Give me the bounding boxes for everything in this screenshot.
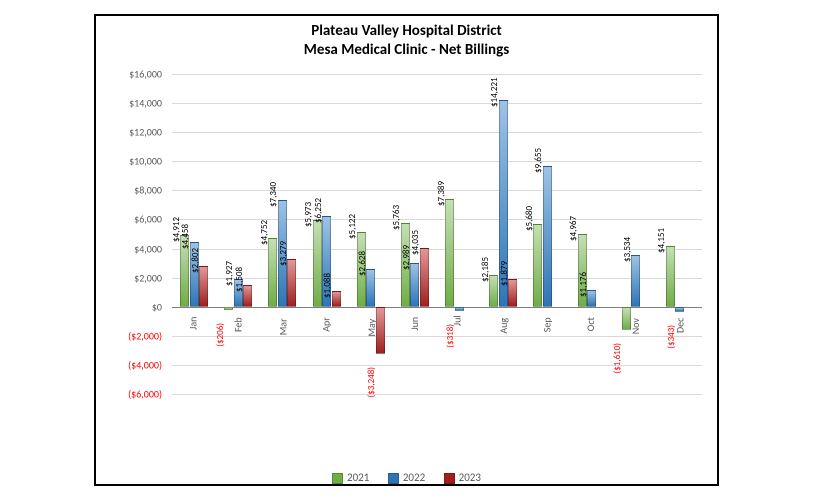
legend-2021: 2021: [332, 471, 369, 484]
bar-label: $7,340: [268, 182, 279, 207]
swatch-2022: [388, 473, 399, 484]
bar-label: $4,967: [568, 216, 579, 241]
chart-page: Plateau Valley Hospital District Mesa Me…: [0, 0, 816, 504]
gridline: [172, 132, 702, 133]
bar-2022-Nov: [631, 255, 640, 306]
bar-label: $2,802: [190, 248, 201, 273]
bar-label: $3,534: [622, 237, 633, 262]
bar-label: $2,628: [357, 250, 368, 275]
legend: 2021 2022 2023: [94, 471, 719, 484]
chart-title: Plateau Valley Hospital District Mesa Me…: [94, 22, 719, 60]
bar-label: $7,389: [436, 181, 447, 206]
y-tick-label: ($2,000): [102, 329, 162, 342]
bar-label: ($206): [215, 323, 226, 347]
bar-label: $4,458: [180, 224, 191, 249]
swatch-2021: [332, 473, 343, 484]
bar-2023-Mar: [287, 259, 296, 307]
x-tick-label: Nov: [629, 318, 642, 334]
bar-2021-Apr: [313, 220, 322, 307]
bar-label: $5,763: [391, 205, 402, 230]
bar-label: $4,151: [656, 228, 667, 253]
bar-label: $1,176: [578, 272, 589, 297]
y-tick-label: $2,000: [102, 271, 162, 284]
bar-2023-Jun: [420, 248, 429, 307]
bar-label: $3,279: [278, 241, 289, 266]
bar-label: $6,252: [313, 198, 324, 223]
bar-label: $4,035: [410, 230, 421, 255]
bar-label: $1,508: [234, 267, 245, 292]
bar-label: $5,122: [347, 214, 358, 239]
legend-2022: 2022: [388, 471, 425, 484]
x-tick-label: Sep: [540, 317, 553, 332]
bar-2022-Sep: [543, 166, 552, 306]
bar-2021-Mar: [268, 238, 277, 307]
bar-label: $1,879: [499, 261, 510, 286]
legend-2023: 2023: [444, 471, 481, 484]
bar-label: $2,185: [480, 257, 491, 282]
bar-2021-Sep: [533, 224, 542, 307]
legend-label-2022: 2022: [403, 471, 425, 484]
gridline: [172, 336, 702, 337]
plot-area: ($6,000)($4,000)($2,000)$0$2,000$4,000$6…: [172, 74, 702, 394]
y-tick-label: $6,000: [102, 213, 162, 226]
gridline: [172, 394, 702, 395]
bar-label: $4,752: [259, 220, 270, 245]
bar-label: ($318): [445, 324, 456, 348]
bar-label: ($3,248): [366, 367, 377, 398]
x-tick-label: Jan: [186, 316, 199, 329]
y-tick-label: $12,000: [102, 126, 162, 139]
swatch-2023: [444, 473, 455, 484]
gridline: [172, 219, 702, 220]
y-tick-label: $14,000: [102, 97, 162, 110]
bar-2022-Dec: [675, 307, 684, 312]
bar-label: $14,221: [489, 77, 500, 107]
legend-label-2021: 2021: [347, 471, 369, 484]
bar-2022-Jul: [455, 307, 464, 312]
y-tick-label: $0: [102, 300, 162, 313]
bar-label: ($343): [666, 325, 677, 349]
bar-label: $9,655: [533, 148, 544, 173]
bar-label: ($1,610): [612, 343, 623, 374]
bar-2021-Feb: [224, 307, 233, 310]
y-tick-label: ($6,000): [102, 388, 162, 401]
gridline: [172, 103, 702, 104]
y-tick-label: $8,000: [102, 184, 162, 197]
x-tick-label: Oct: [584, 317, 597, 331]
bar-2021-Nov: [622, 307, 631, 330]
x-tick-label: Feb: [231, 317, 244, 332]
gridline: [172, 278, 702, 279]
y-tick-label: $10,000: [102, 155, 162, 168]
title-line-2: Mesa Medical Clinic - Net Billings: [304, 41, 509, 59]
title-line-1: Plateau Valley Hospital District: [311, 22, 502, 40]
bar-2021-Jul: [445, 199, 454, 306]
bar-label: $5,680: [524, 206, 535, 231]
legend-label-2023: 2023: [459, 471, 481, 484]
bar-2021-Dec: [666, 246, 675, 306]
gridline: [172, 161, 702, 162]
y-tick-label: ($4,000): [102, 358, 162, 371]
gridline: [172, 74, 702, 75]
x-tick-label: Jun: [407, 317, 420, 331]
y-tick-label: $4,000: [102, 242, 162, 255]
bar-2023-May: [376, 307, 385, 354]
x-tick-label: Apr: [319, 317, 332, 332]
x-tick-label: Mar: [276, 318, 289, 335]
bar-label: $1,088: [322, 273, 333, 298]
x-tick-label: Aug: [497, 318, 510, 334]
y-tick-label: $16,000: [102, 68, 162, 81]
